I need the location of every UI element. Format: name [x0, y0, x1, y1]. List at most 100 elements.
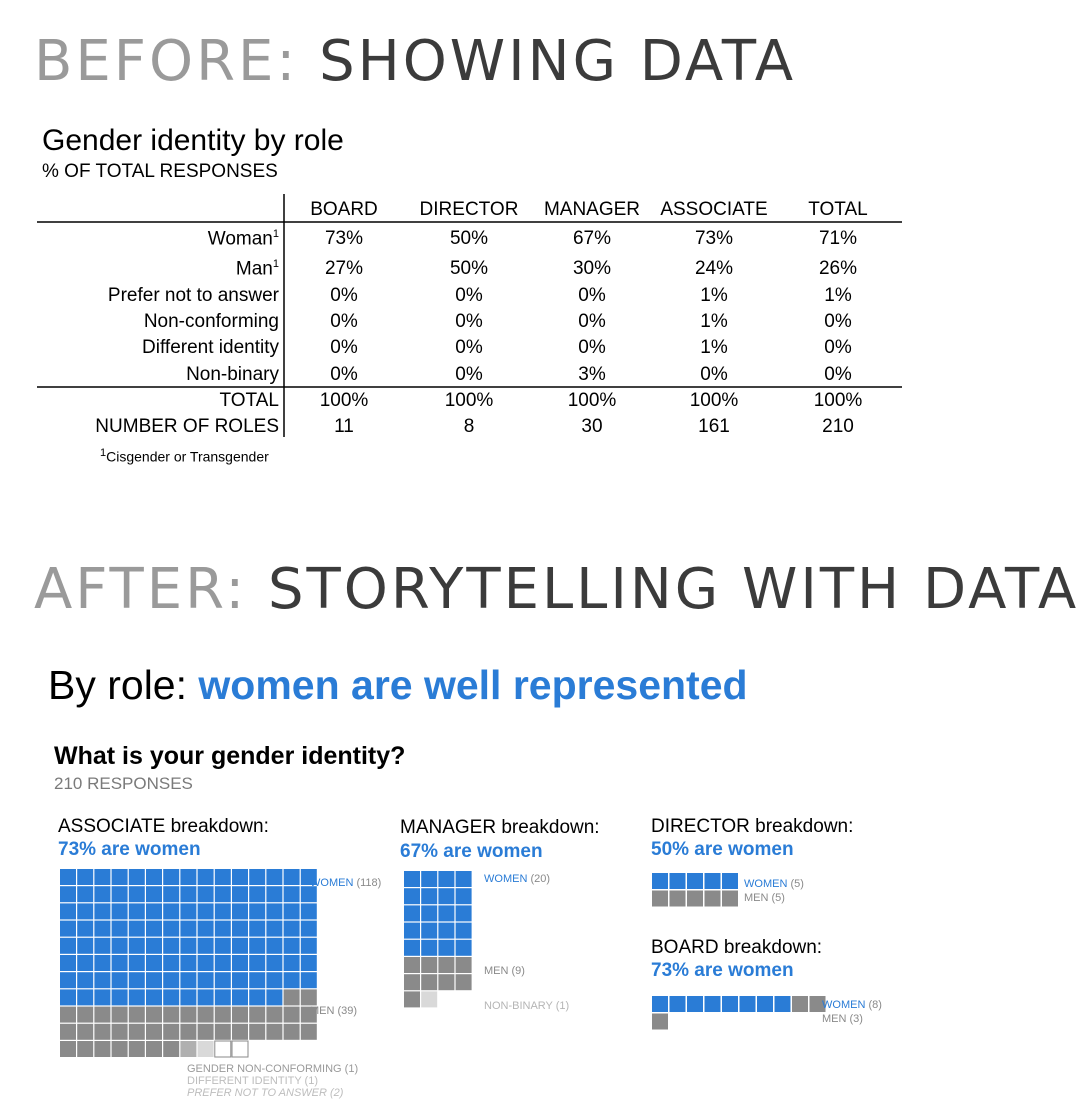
associate-waffle-cell-women [94, 937, 111, 954]
associate-waffle-cell-women [163, 886, 180, 903]
associate-waffle-cell-women [249, 886, 266, 903]
table-cell: 100% [567, 390, 617, 411]
associate-waffle-cell-women [249, 989, 266, 1006]
story-title-highlight: women are well represented [198, 662, 748, 708]
associate-waffle-cell-men [146, 1006, 162, 1023]
table-row-label: Different identity [142, 337, 279, 358]
associate-waffle-cell-women [146, 989, 162, 1006]
associate-waffle-cell-men [60, 1041, 76, 1057]
associate-waffle-cell-women [266, 886, 283, 903]
director-breakdown-subtitle: 50% are women [651, 839, 794, 860]
associate-waffle-cell-women [128, 989, 145, 1006]
story-title-plain: By role: [48, 662, 199, 708]
associate-waffle-cell-men [249, 1006, 266, 1023]
board-waffle-cell-women [652, 996, 668, 1012]
director-waffle-cell-women [652, 873, 668, 889]
associate-waffle-cell-women [111, 937, 128, 954]
associate-waffle-cell-women [266, 869, 283, 885]
associate-waffle-cell-women [266, 937, 283, 954]
col-header-board: BOARD [310, 199, 378, 220]
associate-waffle-cell-men [77, 1041, 94, 1057]
director-waffle-cell-men [722, 890, 738, 907]
associate-waffle-cell-women [266, 955, 283, 971]
director-waffle-cell-men [687, 890, 703, 907]
before-heading-prefix: BEFORE: [34, 29, 299, 94]
table-row-label: Prefer not to answer [107, 285, 279, 306]
associate-waffle-cell-women [94, 903, 111, 920]
board-waffle-cell-women [687, 996, 703, 1012]
associate-waffle-cell-women [283, 937, 300, 954]
associate-waffle-cell-men [77, 1023, 94, 1040]
associate-waffle-cell-men [128, 1023, 145, 1040]
table-cell: 0% [824, 311, 852, 332]
director-waffle-cell-men [669, 890, 686, 907]
col-header-associate: ASSOCIATE [660, 199, 768, 220]
associate-waffle-cell-women [94, 989, 111, 1006]
table-row-label: Non-conforming [143, 311, 279, 332]
before-heading: BEFORE: SHOWING DATA [34, 22, 796, 102]
associate-waffle-cell-men [300, 1006, 317, 1023]
after-heading-main: STORYTELLING WITH DATA [268, 557, 1080, 622]
associate-waffle-cell-women [232, 886, 248, 903]
director-waffle-cell-women [687, 873, 703, 889]
director-breakdown-title: DIRECTOR breakdown: [651, 816, 854, 837]
associate-waffle-cell-women [94, 972, 111, 989]
manager-waffle-cell-women [438, 888, 455, 905]
associate-waffle-cell-women [249, 869, 266, 885]
table-cell: 0% [455, 337, 483, 358]
associate-waffle-cell-women [128, 869, 145, 885]
associate-waffle-cell-women [214, 869, 231, 885]
table-row-label: NUMBER OF ROLES [95, 416, 279, 437]
associate-waffle-cell-women [77, 903, 94, 920]
manager-waffle-cell-women [421, 888, 438, 905]
associate-waffle-cell-men [180, 1023, 197, 1040]
associate-waffle-cell-women [60, 886, 76, 903]
table-cell: 73% [324, 228, 364, 249]
manager-waffle-cell-women [404, 922, 420, 939]
story-title: By role: women are well represented [48, 662, 748, 709]
associate-waffle-cell-women [146, 886, 162, 903]
associate-waffle-cell-women [197, 989, 214, 1006]
col-header-total: TOTAL [808, 199, 868, 220]
associate-waffle-cell-women [214, 955, 231, 971]
manager-waffle-cell-women [404, 888, 420, 905]
after-heading: AFTER: STORYTELLING WITH DATA [34, 550, 1079, 630]
associate-waffle-cell-women [300, 920, 317, 937]
associate-waffle-cell-women [197, 972, 214, 989]
table-footnote: 1Cisgender or Transgender [100, 447, 269, 465]
director-waffle-cell-women [669, 873, 686, 889]
manager-waffle-cell-women [455, 871, 472, 887]
associate-waffle-cell-women [214, 886, 231, 903]
table-cell: 0% [455, 311, 483, 332]
table-row-label: Woman1 [207, 228, 279, 250]
associate-waffle-cell-women [94, 869, 111, 885]
associate-waffle-cell-women [180, 989, 197, 1006]
associate-waffle-cell-women [94, 886, 111, 903]
associate-waffle-cell-women [163, 920, 180, 937]
associate-waffle-cell-women [180, 869, 197, 885]
after-heading-prefix: AFTER: [34, 557, 248, 622]
associate-waffle-cell-men [146, 1023, 162, 1040]
table-row-label: Non-binary [186, 364, 279, 385]
associate-waffle-cell-women [128, 903, 145, 920]
table-cell: 0% [700, 364, 728, 385]
table-cell: 0% [578, 337, 606, 358]
table-cell: 11 [334, 416, 354, 437]
associate-waffle-cell-women [214, 937, 231, 954]
associate-waffle-cell-women [249, 955, 266, 971]
table-row-label: Man1 [235, 258, 279, 280]
associate-waffle-cell-women [232, 903, 248, 920]
associate-waffle-cell-women [146, 955, 162, 971]
table-cell: 0% [578, 285, 606, 306]
associate-waffle-cell-men [266, 1023, 283, 1040]
table-title: Gender identity by role [42, 124, 344, 157]
associate-waffle-cell-women [111, 869, 128, 885]
manager-waffle-cell-women [421, 905, 438, 922]
table-cell: 71% [818, 228, 858, 249]
manager-waffle-cell-women [421, 939, 438, 956]
associate-waffle-cell-women [249, 903, 266, 920]
associate-waffle-cell-men [266, 1006, 283, 1023]
associate-waffle-cell-women [283, 972, 300, 989]
associate-waffle-cell-men [283, 1023, 300, 1040]
